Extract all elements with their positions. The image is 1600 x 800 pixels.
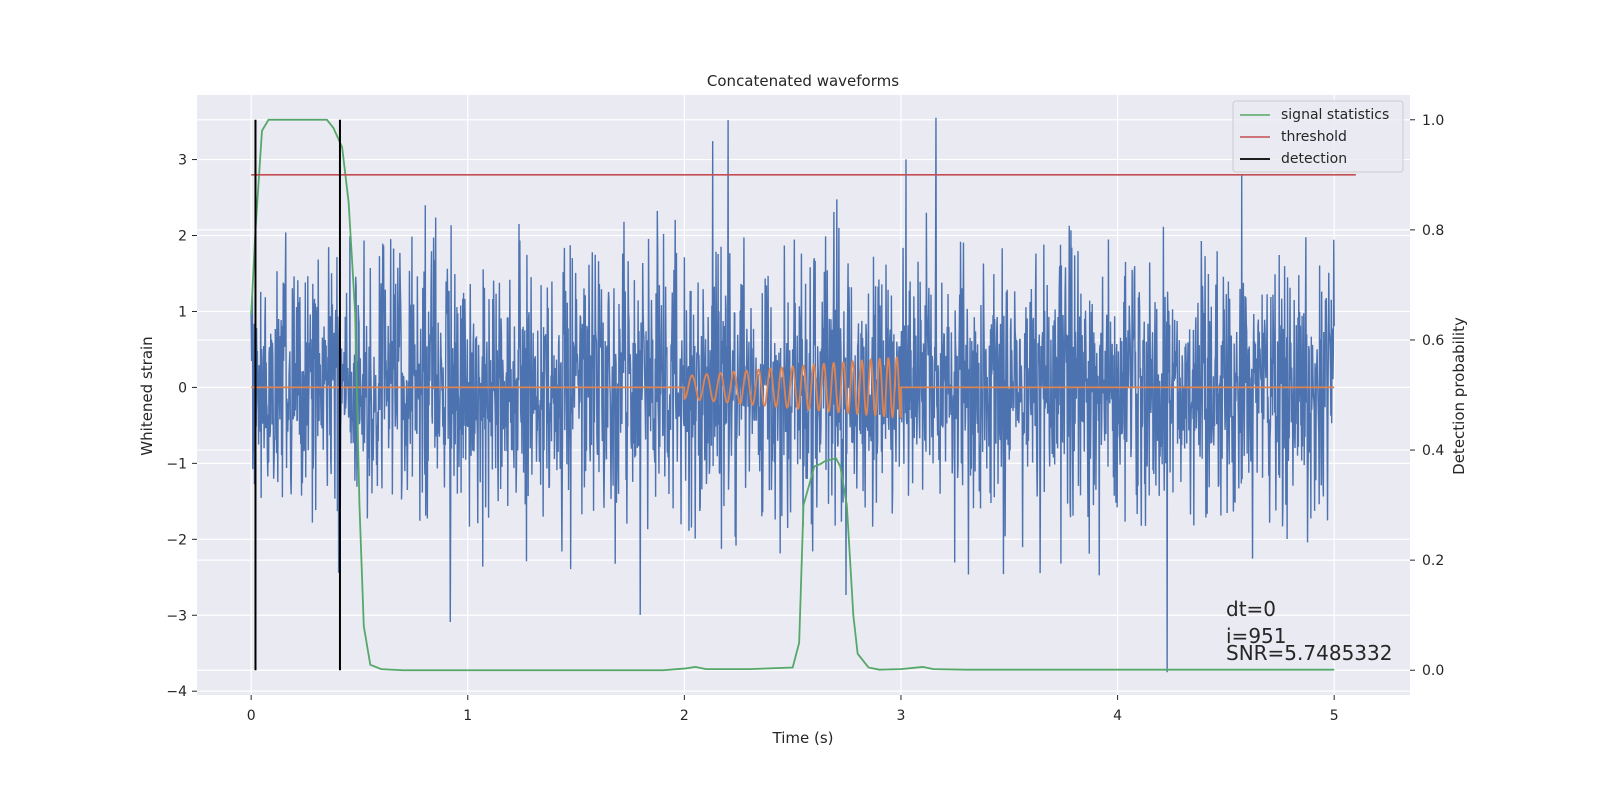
y-right-tick-label: 0.8 bbox=[1422, 223, 1444, 239]
y-axis-right-ticks: 0.0 0.2 0.4 0.6 0.8 1.0 bbox=[1410, 113, 1444, 679]
y-left-tick-label: −3 bbox=[166, 608, 187, 624]
legend-label-signal-statistics: signal statistics bbox=[1281, 107, 1389, 123]
signal-statistics-line bbox=[250, 118, 1335, 672]
annotation-dt: dt=0 bbox=[1226, 597, 1276, 621]
y-left-tick-label: 0 bbox=[178, 380, 187, 396]
y-right-tick-label: 1.0 bbox=[1422, 113, 1444, 129]
legend: signal statistics threshold detection bbox=[1232, 100, 1404, 173]
y-left-tick-label: 1 bbox=[178, 304, 187, 320]
y-left-tick-label: −1 bbox=[166, 456, 187, 472]
y-left-tick-label: −2 bbox=[166, 532, 187, 548]
x-axis-ticks: 0 1 2 3 4 5 bbox=[247, 695, 1339, 724]
legend-label-threshold: threshold bbox=[1281, 129, 1347, 145]
x-tick-label: 2 bbox=[680, 708, 689, 724]
y-right-tick-label: 0.2 bbox=[1422, 553, 1444, 569]
y-axis-left-label: Whitened strain bbox=[138, 336, 156, 455]
y-axis-left-ticks: −4 −3 −2 −1 0 1 2 3 bbox=[166, 153, 197, 700]
y-left-tick-label: −4 bbox=[166, 684, 187, 700]
chart-title: Concatenated waveforms bbox=[707, 72, 899, 90]
y-axis-right-label: Detection probability bbox=[1450, 317, 1468, 475]
x-tick-label: 1 bbox=[463, 708, 472, 724]
legend-label-detection: detection bbox=[1281, 151, 1347, 167]
x-tick-label: 4 bbox=[1113, 708, 1122, 724]
data-layer bbox=[250, 117, 1356, 673]
x-tick-label: 0 bbox=[247, 708, 256, 724]
y-right-tick-label: 0.6 bbox=[1422, 333, 1444, 349]
y-left-tick-label: 2 bbox=[178, 229, 187, 245]
x-axis-label: Time (s) bbox=[772, 729, 834, 747]
y-left-tick-label: 3 bbox=[178, 153, 187, 169]
x-tick-label: 3 bbox=[897, 708, 906, 724]
y-right-tick-label: 0.0 bbox=[1422, 663, 1444, 679]
annotation-index: i=951 bbox=[1226, 624, 1287, 648]
x-tick-label: 5 bbox=[1330, 708, 1339, 724]
legend-frame bbox=[1232, 100, 1404, 173]
injected-signal bbox=[251, 356, 1335, 419]
y-right-tick-label: 0.4 bbox=[1422, 443, 1444, 459]
annotation-snr: SNR=5.7485332 bbox=[1226, 641, 1392, 665]
noise-waveform bbox=[250, 117, 1335, 673]
